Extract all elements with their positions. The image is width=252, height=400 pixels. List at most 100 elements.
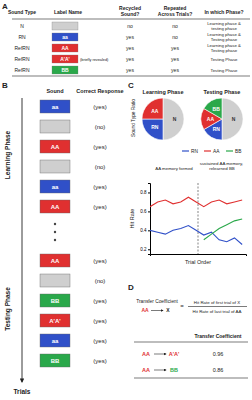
slice-label: RN — [151, 124, 159, 130]
cell: yes — [126, 45, 134, 51]
pie-title: Testing Phase — [204, 89, 241, 95]
label-box — [52, 33, 78, 41]
tick-label: 0.6 — [140, 209, 147, 214]
tick: 0.2 — [140, 247, 150, 252]
formula-arrow — [151, 310, 163, 311]
label-box — [52, 66, 78, 74]
legend-swatch — [182, 150, 189, 151]
header: Sound Type — [8, 9, 36, 15]
response: (yes) — [93, 258, 106, 264]
response: (yes) — [93, 104, 106, 110]
response: (yes) — [93, 298, 106, 304]
header: In which Phase? — [204, 9, 243, 15]
tick-mark — [148, 249, 150, 250]
formula-numerator: Hit Rate of first trial of X — [194, 300, 240, 305]
panel-label: C — [128, 81, 134, 90]
row-from: AA — [142, 367, 150, 373]
arrow-label: Trials — [14, 388, 31, 395]
pie: N RN AA — [142, 98, 184, 140]
sound-box — [40, 294, 70, 307]
panel-label: B — [2, 81, 8, 90]
cell: yes — [126, 67, 134, 73]
row-arrow — [154, 354, 166, 355]
slice-label: AA — [151, 108, 159, 114]
row-to: A'A' — [169, 351, 180, 357]
formula-title: Transfer Coefficient — [136, 299, 178, 304]
sound-box — [40, 254, 70, 267]
label-box — [52, 55, 78, 63]
formula-to: X — [166, 307, 170, 313]
pie-slice — [142, 98, 163, 119]
phase-label: Learning Phase — [4, 130, 12, 179]
sound-box — [40, 180, 70, 193]
column-header: Correct Response — [76, 88, 123, 94]
series-line — [150, 197, 242, 206]
legend-label: AA — [213, 149, 220, 154]
cell: yes — [126, 34, 134, 40]
formula-denominator: Hit Rate of last trial of AA — [193, 309, 242, 314]
cell: yes — [171, 45, 179, 51]
formula-from: AA — [141, 307, 149, 313]
sound-label: A'A' — [49, 318, 61, 324]
cell: Testing Phase — [211, 68, 239, 73]
ellipsis — [54, 231, 56, 233]
panel-label: D — [128, 283, 134, 292]
sound-type: RefRN — [14, 56, 29, 62]
sound-label: AA — [51, 144, 60, 150]
label-name: BB — [61, 67, 69, 73]
sound-label: AA — [51, 204, 60, 210]
slice-label: N — [173, 116, 177, 122]
table-a: Sound TypeLabel NameRecycledSound?Repeat… — [8, 5, 250, 76]
tick-mark — [148, 192, 150, 193]
pie-title: Learning Phase — [143, 89, 184, 95]
formula-equals: = — [180, 303, 184, 309]
response: (yes) — [93, 144, 106, 150]
x-axis-title: Trial Order — [185, 259, 211, 265]
tick: 0.4 — [140, 228, 150, 233]
slice-label: AA — [207, 116, 215, 122]
figure: ABCDSound TypeLabel NameRecycledSound?Re… — [0, 0, 252, 400]
response: (yes) — [93, 338, 106, 344]
bottom-rule — [134, 378, 248, 379]
response: (no) — [95, 124, 106, 130]
pie-slice — [142, 119, 163, 140]
tick-label: 0.2 — [140, 247, 147, 252]
trial-arrow — [22, 98, 23, 382]
fraction-bar — [188, 306, 247, 307]
cell: Testing Phase — [211, 57, 239, 62]
slice-label: RN — [213, 126, 221, 132]
pie: NRNAABB — [201, 98, 243, 140]
sound-label: aa — [52, 184, 59, 190]
legend: RNAABB — [182, 149, 241, 154]
sound-type: RN — [18, 34, 26, 40]
panel-d: Transfer Coefficient AA X = Hit Rate of firs… — [134, 299, 248, 378]
cell: yes — [171, 67, 179, 73]
response: (yes) — [93, 358, 106, 364]
label-box — [52, 22, 78, 30]
sound-box — [40, 274, 70, 287]
bottom-rule — [12, 76, 250, 77]
legend-label: BB — [235, 149, 241, 154]
sound-label: AA — [51, 258, 60, 264]
axis-line — [148, 184, 151, 255]
y-axis: 0.20.40.60.8 — [140, 184, 150, 255]
slice-label: BB — [213, 106, 221, 112]
header: Transfer Coefficient — [195, 333, 242, 339]
coefficient: 0.96 — [213, 351, 224, 357]
annotation: sustained AA memory, relearned BB — [200, 161, 245, 171]
pie-slice — [163, 98, 184, 140]
sound-label: BB — [51, 298, 60, 304]
sound-box — [40, 334, 70, 347]
cell: yes — [171, 56, 179, 62]
coefficient: 0.86 — [213, 367, 224, 373]
cell: Testing phase — [211, 48, 238, 53]
axis-line — [151, 255, 247, 257]
sound-type: RefRN — [14, 45, 29, 51]
label-name: AA — [61, 45, 69, 51]
cell: no — [127, 23, 133, 29]
sound-label: aa — [52, 104, 59, 110]
note: (briefly revealed) — [80, 58, 109, 62]
legend-swatch — [226, 150, 233, 151]
tick-label: 0.4 — [140, 228, 147, 233]
cell: yes — [126, 56, 134, 62]
